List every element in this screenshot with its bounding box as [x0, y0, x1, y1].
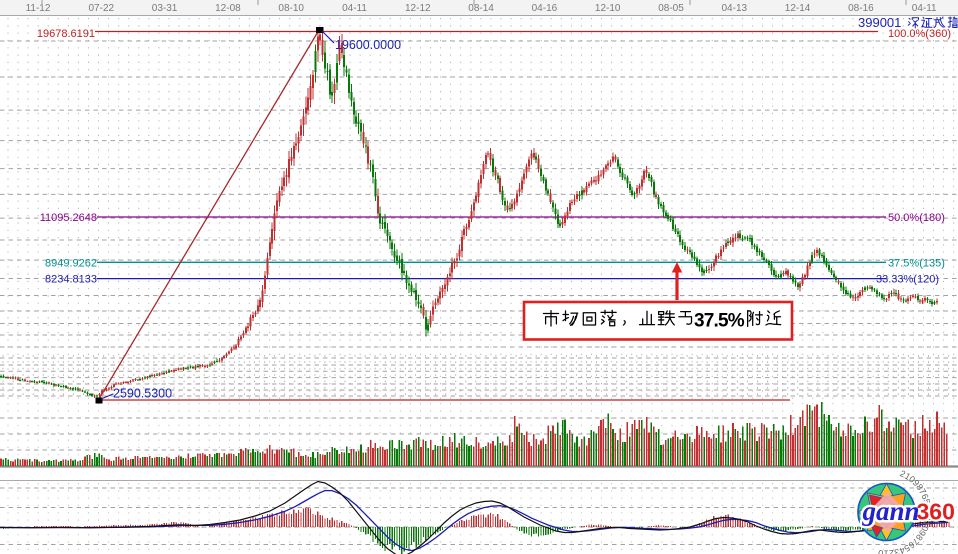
svg-text:50.0%(180): 50.0%(180) — [888, 212, 945, 224]
svg-text:11-12: 11-12 — [26, 3, 51, 14]
svg-text:12-14: 12-14 — [785, 3, 811, 14]
svg-text:gann: gann — [862, 496, 920, 526]
svg-text:04-16: 04-16 — [532, 3, 558, 14]
svg-text:08-16: 08-16 — [848, 3, 874, 14]
svg-text:03-31: 03-31 — [152, 3, 178, 14]
svg-text:8234.8133: 8234.8133 — [45, 274, 97, 286]
svg-text:12-12: 12-12 — [405, 3, 431, 14]
svg-text:07-22: 07-22 — [89, 3, 115, 14]
svg-text:19678.6191: 19678.6191 — [37, 28, 95, 40]
svg-text:360: 360 — [917, 499, 955, 525]
svg-text:12-08: 12-08 — [215, 3, 241, 14]
svg-text:08-14: 08-14 — [468, 3, 494, 14]
svg-text:8949.9262: 8949.9262 — [45, 257, 97, 269]
svg-text:100.0%(360): 100.0%(360) — [888, 28, 951, 40]
svg-text:37.5%: 37.5% — [694, 311, 745, 332]
svg-text:04-13: 04-13 — [722, 3, 748, 14]
svg-text:08-05: 08-05 — [658, 3, 684, 14]
svg-text:08-10: 08-10 — [278, 3, 304, 14]
svg-text:399001: 399001 — [858, 15, 901, 30]
svg-text:2590.5300: 2590.5300 — [113, 387, 172, 401]
svg-text:12-10: 12-10 — [595, 3, 621, 14]
svg-text:37.5%(135): 37.5%(135) — [888, 257, 945, 269]
svg-text:19600.0000: 19600.0000 — [335, 38, 401, 52]
svg-text:360: 360 — [917, 499, 955, 525]
svg-text:33.33%(120): 33.33%(120) — [876, 274, 939, 286]
svg-text:04-11: 04-11 — [912, 3, 937, 14]
svg-text:11095.2648: 11095.2648 — [40, 212, 97, 224]
svg-text:gann: gann — [862, 496, 920, 526]
svg-text:04-11: 04-11 — [342, 3, 367, 14]
